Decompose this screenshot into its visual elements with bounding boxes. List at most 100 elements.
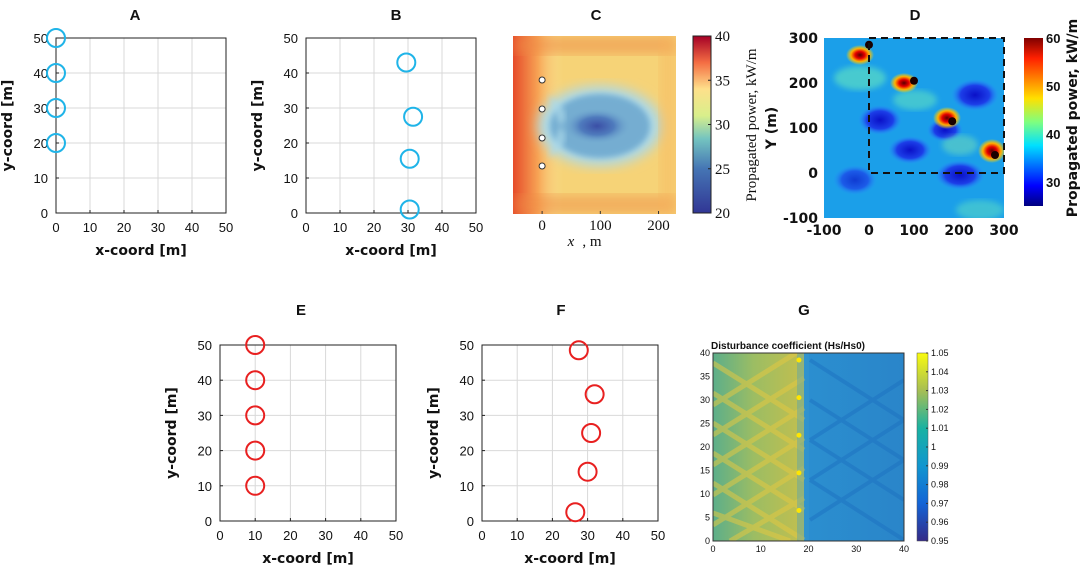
panel-e: E 0 10 20 30 40 50 0 10 20 30 40 50 x-coord [m] y-coor… <box>164 302 403 567</box>
device-marker-3 <box>245 405 266 426</box>
x-tick-label: 200 <box>647 218 670 234</box>
y-tick-label: 0 <box>41 206 48 221</box>
x-tick-label: 200 <box>944 223 973 239</box>
x-tick-label: 20 <box>283 528 297 543</box>
plot-title: Disturbance coefficient (Hs/Hs0) <box>711 341 865 352</box>
device-marker-2 <box>403 106 424 127</box>
colorbar-tick-label: 30 <box>715 118 730 134</box>
x-tick-label: 100 <box>589 218 612 234</box>
device-marker-4 <box>399 199 420 220</box>
colorbar-tick-label: 60 <box>1046 31 1060 46</box>
x-tick-label: 0 <box>538 218 546 234</box>
device-marker-3 <box>581 423 602 443</box>
x-tick-label: 20 <box>117 220 131 235</box>
colorbar-tick-label: 40 <box>715 29 730 45</box>
y-tick-label: 50 <box>198 338 212 353</box>
device-marker-4 <box>991 151 999 159</box>
y-tick-label: 0 <box>291 206 298 221</box>
panel-d-label: D <box>910 7 921 24</box>
x-tick-label: 40 <box>354 528 368 543</box>
y-tick-label: 40 <box>34 66 48 81</box>
colorbar-tick-label: 1.03 <box>931 386 949 396</box>
colorbar-tick-label: 40 <box>1046 127 1060 142</box>
panel-b-label: B <box>391 7 402 24</box>
y-tick-label: 10 <box>34 171 48 186</box>
y-tick-label: 30 <box>284 101 298 116</box>
x-tick-label: 10 <box>83 220 97 235</box>
device-marker-3 <box>46 98 66 118</box>
x-tick-label: 40 <box>185 220 199 235</box>
panel-e-label: E <box>296 302 306 319</box>
panel-a-label: A <box>130 7 141 24</box>
device-marker-3 <box>948 117 957 126</box>
x-axis-label-unit: , m <box>582 234 602 250</box>
device-marker-1 <box>538 76 546 84</box>
device-marker-1 <box>245 335 266 355</box>
colorbar <box>1024 38 1043 206</box>
device-marker-3 <box>399 148 420 169</box>
y-tick-label: 100 <box>789 121 818 137</box>
device-marker-1 <box>568 340 589 361</box>
y-tick-label: 40 <box>198 373 212 388</box>
y-axis-label: Y (m) <box>764 107 780 150</box>
device-marker-2 <box>538 105 546 113</box>
device-marker-4 <box>577 461 598 482</box>
x-tick-label: 30 <box>401 220 415 235</box>
y-tick-label: 200 <box>789 76 818 92</box>
device-marker-5 <box>565 502 586 523</box>
x-tick-label: 30 <box>580 528 594 543</box>
x-tick-label: 50 <box>651 528 665 543</box>
y-tick-label: 20 <box>460 444 474 459</box>
device-marker-4 <box>538 162 546 170</box>
y-tick-label: 40 <box>460 373 474 388</box>
x-tick-label: 30 <box>318 528 332 543</box>
x-tick-label: 20 <box>367 220 381 235</box>
colorbar-tick-label: 1.02 <box>931 404 949 414</box>
plot-frame <box>712 352 905 542</box>
y-tick-label: 50 <box>460 338 474 353</box>
x-tick-label: 30 <box>151 220 165 235</box>
x-axis-label: x-coord [m] <box>262 551 354 567</box>
plot-frame <box>55 37 227 214</box>
device-marker-2 <box>796 395 802 401</box>
colorbar-tick-label: 20 <box>715 206 730 222</box>
colorbar-tick-label: 0.97 <box>931 498 949 508</box>
x-axis-label: x-coord [m] <box>345 243 437 259</box>
x-tick-label: 10 <box>248 528 262 543</box>
x-tick-label: 20 <box>545 528 559 543</box>
device-marker-4 <box>46 133 66 153</box>
colorbar-tick-label: 25 <box>715 162 730 178</box>
x-tick-label: 0 <box>216 528 223 543</box>
x-tick-label: 300 <box>989 223 1018 239</box>
y-tick-label: 0 <box>467 514 474 529</box>
device-marker-2 <box>245 370 266 391</box>
device-marker-1 <box>46 28 66 48</box>
y-tick-label: 0 <box>205 514 212 529</box>
y-tick-label: 10 <box>700 489 710 499</box>
y-tick-label: 10 <box>460 479 474 494</box>
y-tick-label: 30 <box>460 408 474 423</box>
panel-g-label: G <box>798 302 810 319</box>
panel-d-power-field <box>824 38 1004 218</box>
y-axis-label: y-coord [m] <box>164 387 180 479</box>
device-marker-4 <box>796 470 802 476</box>
x-axis-label: x-coord [m] <box>524 551 616 567</box>
panel-f-label: F <box>556 302 565 319</box>
x-tick-label: 50 <box>469 220 483 235</box>
panel-b: B 0 10 20 30 40 50 0 10 20 30 40 50 x-coord [m] y-coor… <box>250 7 483 259</box>
colorbar-tick-label: 50 <box>1046 79 1060 94</box>
colorbar-tick-label: 30 <box>1046 175 1060 190</box>
x-tick-label: 20 <box>803 544 813 554</box>
colorbar-tick-label: 1 <box>931 442 936 452</box>
y-tick-label: 20 <box>198 444 212 459</box>
colorbar-tick-label: 1.04 <box>931 367 949 377</box>
y-tick-label: 20 <box>34 136 48 151</box>
y-tick-label: 20 <box>284 136 298 151</box>
colorbar-label: Propagated power, kW/m <box>1065 19 1081 217</box>
device-marker-2 <box>584 384 605 405</box>
device-marker-2 <box>910 76 918 85</box>
panel-a: A 0 10 20 30 40 50 0 10 20 30 40 50 x-coord [m] y-coor… <box>0 7 233 259</box>
colorbar-label: Propagated power, kW/m <box>744 48 760 201</box>
y-tick-label: 30 <box>700 395 710 405</box>
